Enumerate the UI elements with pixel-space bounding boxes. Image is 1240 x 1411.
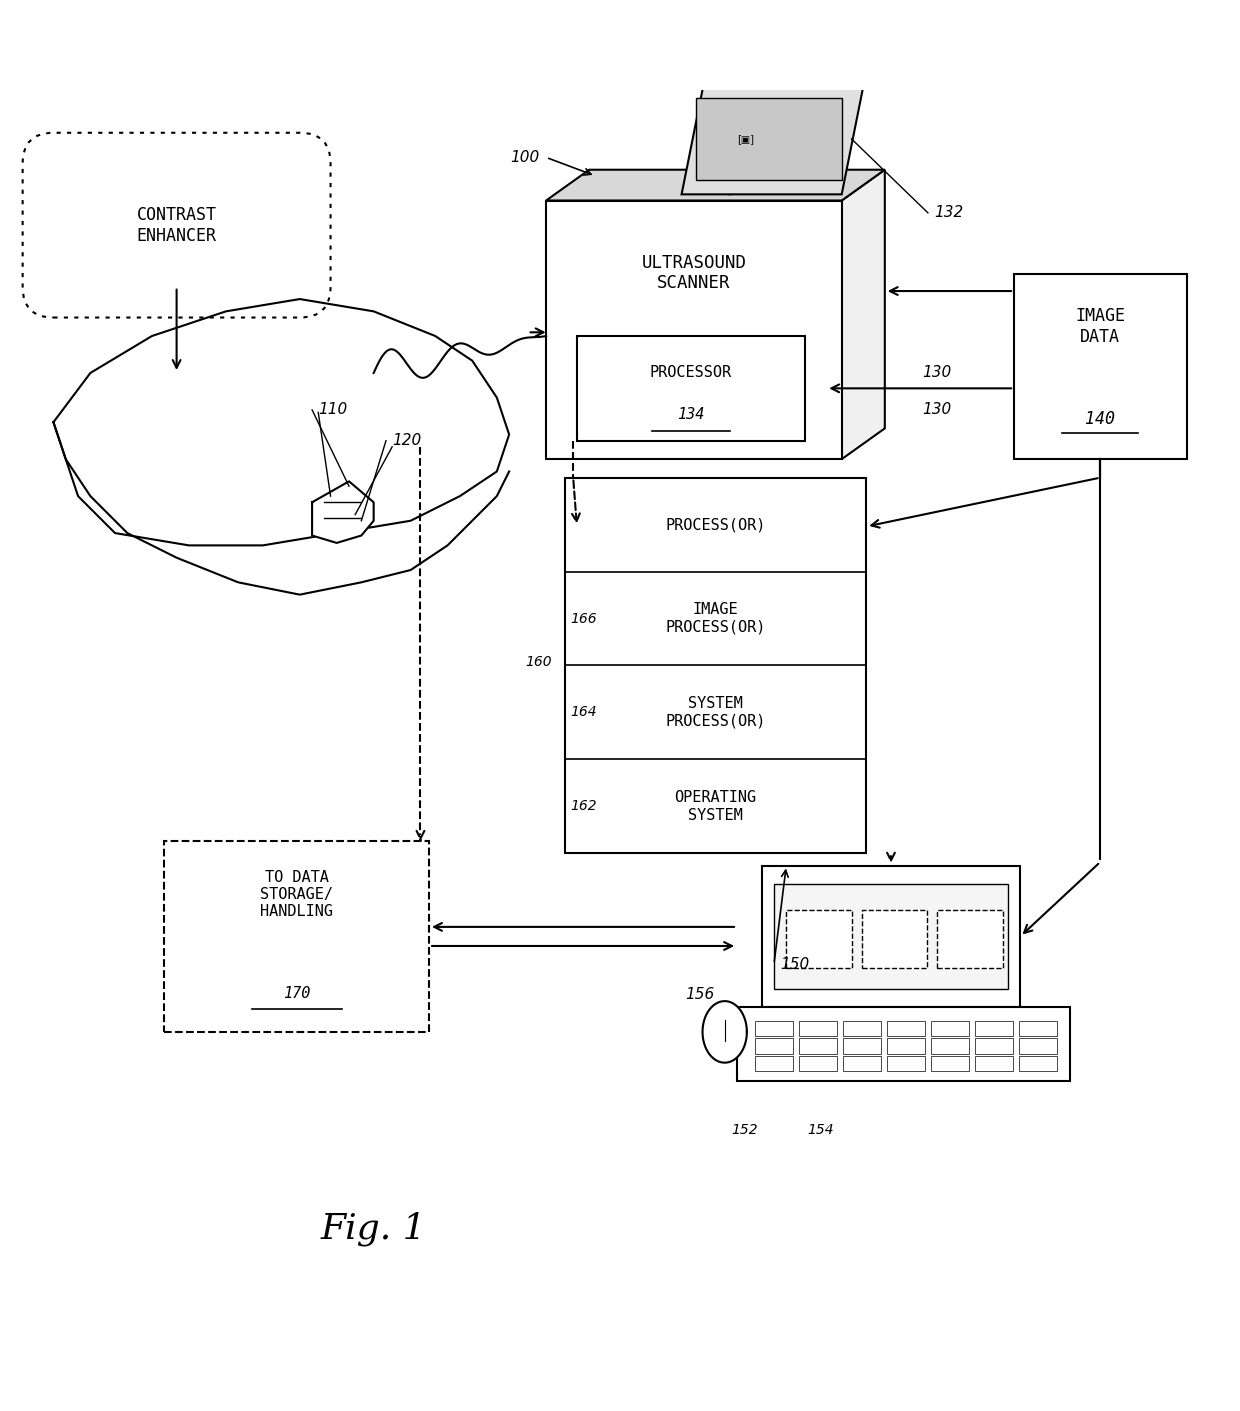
Bar xyxy=(862,910,928,968)
Text: 130: 130 xyxy=(921,402,951,418)
Bar xyxy=(976,1038,1013,1054)
Bar xyxy=(888,1038,925,1054)
Polygon shape xyxy=(312,481,373,543)
Bar xyxy=(755,1038,794,1054)
Bar xyxy=(931,1038,970,1054)
Text: PROCESS(OR): PROCESS(OR) xyxy=(666,516,765,532)
Bar xyxy=(577,336,805,440)
Bar xyxy=(976,1020,1013,1036)
Bar xyxy=(164,841,429,1031)
Bar xyxy=(976,1055,1013,1071)
Text: 162: 162 xyxy=(570,800,598,813)
Text: 170: 170 xyxy=(283,986,310,1002)
Text: OPERATING
SYSTEM: OPERATING SYSTEM xyxy=(675,790,756,823)
Bar xyxy=(888,1055,925,1071)
Text: 150: 150 xyxy=(780,957,810,972)
Bar xyxy=(761,865,1021,1007)
Text: 132: 132 xyxy=(934,206,963,220)
Text: 156: 156 xyxy=(686,988,714,1002)
Bar xyxy=(888,1020,925,1036)
Bar xyxy=(800,1055,837,1071)
Bar xyxy=(1019,1038,1058,1054)
Bar xyxy=(697,99,842,179)
Bar xyxy=(737,1007,1070,1081)
Text: SYSTEM
PROCESS(OR): SYSTEM PROCESS(OR) xyxy=(666,696,765,728)
Text: 166: 166 xyxy=(570,611,598,625)
Bar xyxy=(546,200,842,459)
Text: CONTRAST
ENHANCER: CONTRAST ENHANCER xyxy=(136,206,217,244)
Text: TO DATA
STORAGE/
HANDLING: TO DATA STORAGE/ HANDLING xyxy=(260,869,334,920)
Text: Fig. 1: Fig. 1 xyxy=(321,1212,427,1246)
Bar xyxy=(786,910,852,968)
Bar xyxy=(1019,1055,1058,1071)
Bar xyxy=(800,1020,837,1036)
Text: 154: 154 xyxy=(807,1123,833,1137)
Bar xyxy=(800,1038,837,1054)
Text: [▣]: [▣] xyxy=(737,134,754,144)
Bar xyxy=(843,1038,882,1054)
Polygon shape xyxy=(546,169,885,200)
Text: ULTRASOUND
SCANNER: ULTRASOUND SCANNER xyxy=(641,254,746,292)
Bar xyxy=(931,1055,970,1071)
Bar xyxy=(843,1020,882,1036)
Text: 120: 120 xyxy=(392,433,422,449)
Bar xyxy=(1014,274,1187,459)
Text: 152: 152 xyxy=(732,1123,758,1137)
FancyBboxPatch shape xyxy=(22,133,331,317)
Text: 130: 130 xyxy=(921,365,951,381)
Bar xyxy=(1019,1020,1058,1036)
Text: 160: 160 xyxy=(526,655,552,669)
Text: IMAGE
DATA: IMAGE DATA xyxy=(1075,306,1126,346)
Text: 140: 140 xyxy=(1085,409,1115,428)
Text: 134: 134 xyxy=(677,406,704,422)
Bar xyxy=(755,1055,794,1071)
Bar xyxy=(564,478,867,854)
Bar xyxy=(755,1020,794,1036)
Polygon shape xyxy=(682,83,864,195)
Text: PROCESSOR: PROCESSOR xyxy=(650,365,732,380)
Polygon shape xyxy=(842,169,885,459)
Bar xyxy=(843,1055,882,1071)
Bar xyxy=(774,885,1008,989)
Text: 110: 110 xyxy=(319,402,347,418)
Text: 100: 100 xyxy=(511,150,539,165)
Bar xyxy=(937,910,1003,968)
Bar xyxy=(931,1020,970,1036)
Text: 164: 164 xyxy=(570,706,598,720)
Text: IMAGE
PROCESS(OR): IMAGE PROCESS(OR) xyxy=(666,602,765,635)
Polygon shape xyxy=(703,1002,746,1062)
